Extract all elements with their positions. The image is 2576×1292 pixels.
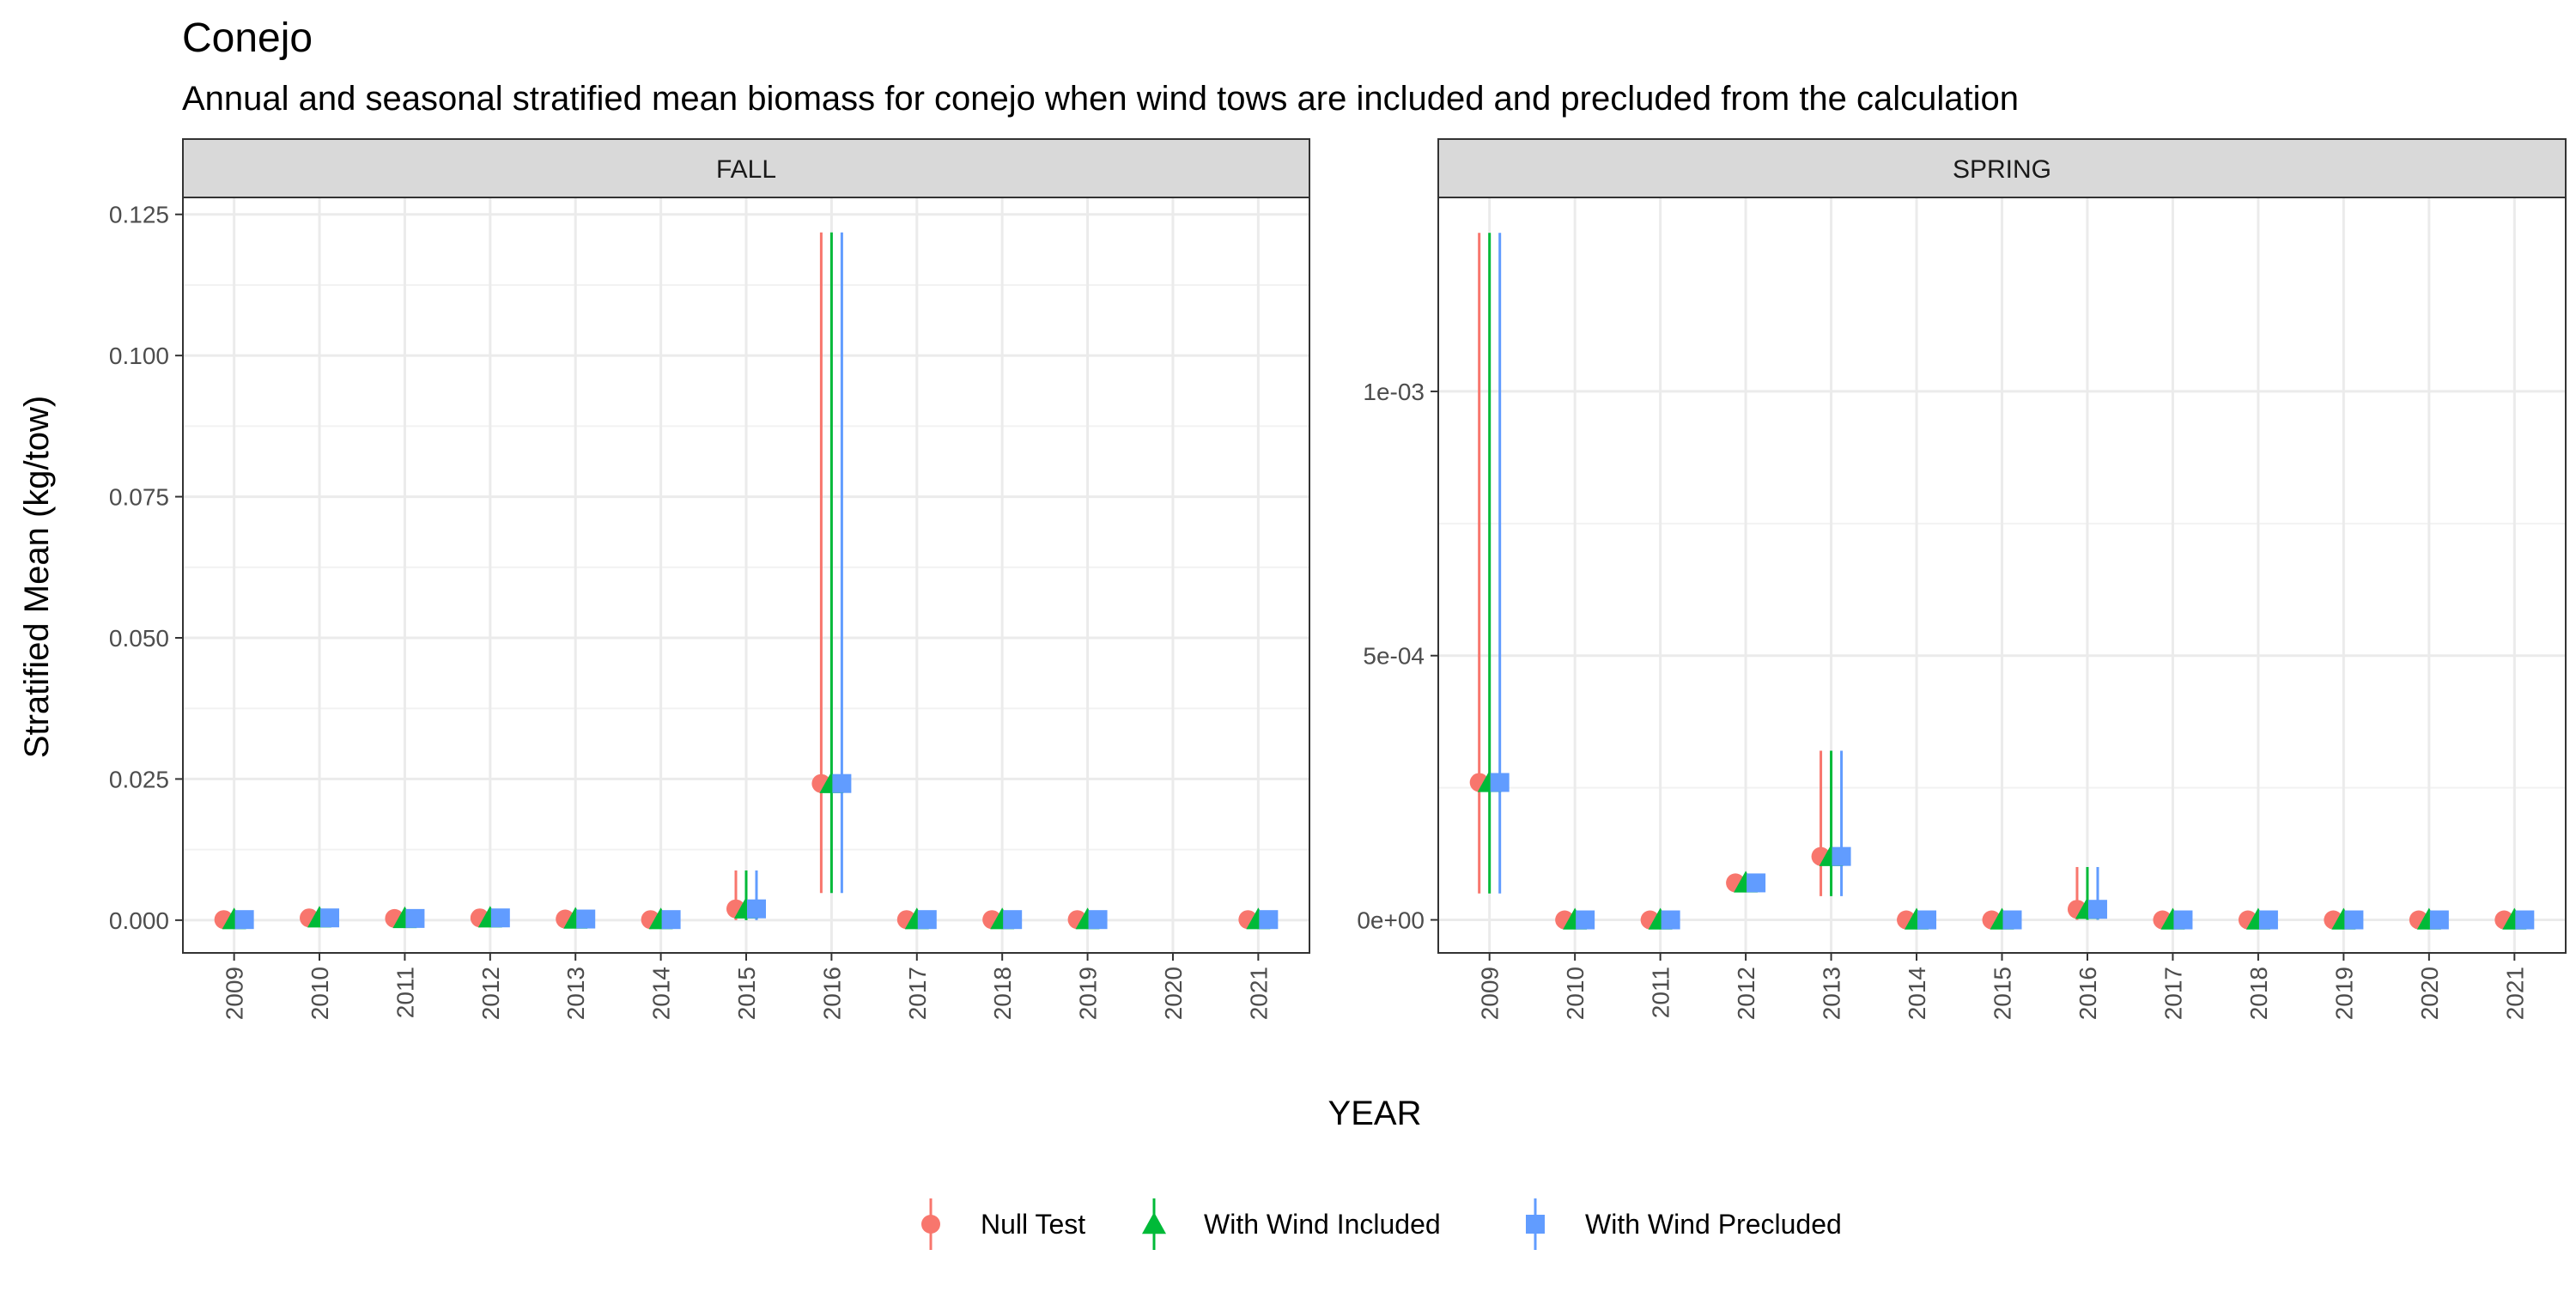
legend-item-null-test: Null Test	[921, 1198, 1085, 1250]
y-tick-label: 0.075	[109, 484, 169, 511]
x-tick-label: 2016	[818, 967, 845, 1020]
point-with-wind-precluded-2021	[1259, 910, 1279, 930]
point-with-wind-precluded-2018	[2258, 910, 2278, 930]
facet-strip-label: SPRING	[1953, 155, 2051, 184]
x-tick-label: 2020	[1160, 967, 1187, 1020]
y-tick-label: 0e+00	[1357, 907, 1425, 934]
y-axis-title: Stratified Mean (kg/tow)	[18, 396, 56, 758]
point-with-wind-precluded-2017	[2173, 910, 2193, 930]
facet-strip	[1437, 138, 2567, 198]
x-tick-label: 2018	[989, 967, 1016, 1020]
point-with-wind-precluded-2012	[490, 908, 510, 928]
legend-label: With Wind Precluded	[1585, 1209, 1842, 1240]
legend-label: With Wind Included	[1204, 1209, 1441, 1240]
point-with-wind-precluded-2010	[1576, 910, 1595, 930]
y-tick-label: 0.000	[109, 907, 169, 934]
x-tick-label: 2017	[2160, 967, 2186, 1020]
facet-strip-label: FALL	[716, 155, 776, 184]
point-with-wind-precluded-2019	[1088, 910, 1108, 930]
x-tick-label: 2012	[477, 967, 504, 1020]
point-with-wind-precluded-2013	[1832, 846, 1851, 866]
point-with-wind-precluded-2011	[405, 908, 425, 928]
x-tick-label: 2011	[392, 967, 418, 1018]
x-tick-label: 2012	[1733, 967, 1759, 1020]
x-tick-label: 2010	[1562, 967, 1589, 1020]
point-with-wind-precluded-2015	[2002, 910, 2022, 930]
x-tick-label: 2016	[2075, 967, 2101, 1020]
point-with-wind-precluded-2018	[1003, 910, 1023, 930]
legend: Null Test With Wind Included With Wind Pre…	[921, 1198, 1842, 1250]
x-tick-label: 2018	[2245, 967, 2272, 1020]
legend-label: Null Test	[981, 1209, 1085, 1240]
point-with-wind-precluded-2020	[2429, 910, 2449, 930]
legend-key-marker	[1142, 1212, 1166, 1234]
chart-subtitle: Annual and seasonal stratified mean biom…	[182, 80, 2019, 118]
chart-title: Conejo	[182, 15, 313, 61]
x-tick-label: 2017	[904, 967, 931, 1020]
point-with-wind-precluded-2010	[320, 908, 340, 928]
x-tick-label: 2013	[1819, 967, 1845, 1020]
x-tick-label: 2014	[1904, 967, 1930, 1020]
panel-fall: FALL 0.000 0.025 0.050 0.075 0.100 0.125 2009 20…	[109, 138, 1310, 1020]
point-with-wind-precluded-2014	[1917, 910, 1937, 930]
x-tick-label: 2020	[2416, 967, 2443, 1020]
panel-spring: SPRING 0e+00 5e-04 1e-03 2009 2010 2011 2012 201…	[1357, 138, 2567, 1020]
point-with-wind-precluded-2009	[234, 910, 254, 930]
point-with-wind-precluded-2015	[747, 899, 766, 919]
point-with-wind-precluded-2009	[1490, 773, 1510, 792]
legend-item-with-wind-included: With Wind Included	[1142, 1198, 1441, 1250]
y-tick-label: 5e-04	[1363, 643, 1425, 670]
legend-item-with-wind-precluded: With Wind Precluded	[1526, 1198, 1842, 1250]
point-with-wind-precluded-2019	[2344, 910, 2364, 930]
x-tick-label: 2013	[562, 967, 589, 1020]
facet-strip	[182, 138, 1310, 198]
point-with-wind-precluded-2016	[832, 773, 852, 793]
x-tick-label: 2021	[1245, 967, 1272, 1020]
x-tick-label: 2019	[1075, 967, 1102, 1020]
x-tick-label: 2015	[1990, 967, 2016, 1020]
point-with-wind-precluded-2012	[1747, 873, 1766, 893]
point-with-wind-precluded-2013	[576, 909, 596, 929]
x-tick-label: 2015	[733, 967, 760, 1020]
y-tick-label: 0.125	[109, 202, 169, 228]
y-tick-label: 1e-03	[1363, 379, 1425, 405]
x-tick-label: 2019	[2330, 967, 2357, 1020]
x-tick-label: 2014	[648, 967, 675, 1020]
point-with-wind-precluded-2014	[661, 910, 681, 930]
panels: FALL 0.000 0.025 0.050 0.075 0.100 0.125 2009 20…	[109, 138, 2567, 1020]
point-with-wind-precluded-2011	[1661, 910, 1680, 930]
legend-key-marker	[921, 1215, 940, 1234]
x-tick-label: 2021	[2501, 967, 2528, 1020]
point-with-wind-precluded-2016	[2087, 900, 2107, 919]
y-tick-label: 0.025	[109, 766, 169, 792]
x-tick-label: 2009	[1477, 967, 1504, 1020]
x-tick-label: 2011	[1648, 967, 1674, 1018]
point-with-wind-precluded-2017	[917, 910, 937, 930]
y-tick-label: 0.050	[109, 625, 169, 652]
y-tick-label: 0.100	[109, 343, 169, 369]
legend-key-marker	[1526, 1215, 1545, 1234]
x-axis-title: YEAR	[1328, 1095, 1422, 1132]
x-tick-label: 2010	[307, 967, 333, 1020]
point-with-wind-precluded-2021	[2515, 910, 2535, 930]
x-tick-label: 2009	[222, 967, 248, 1020]
